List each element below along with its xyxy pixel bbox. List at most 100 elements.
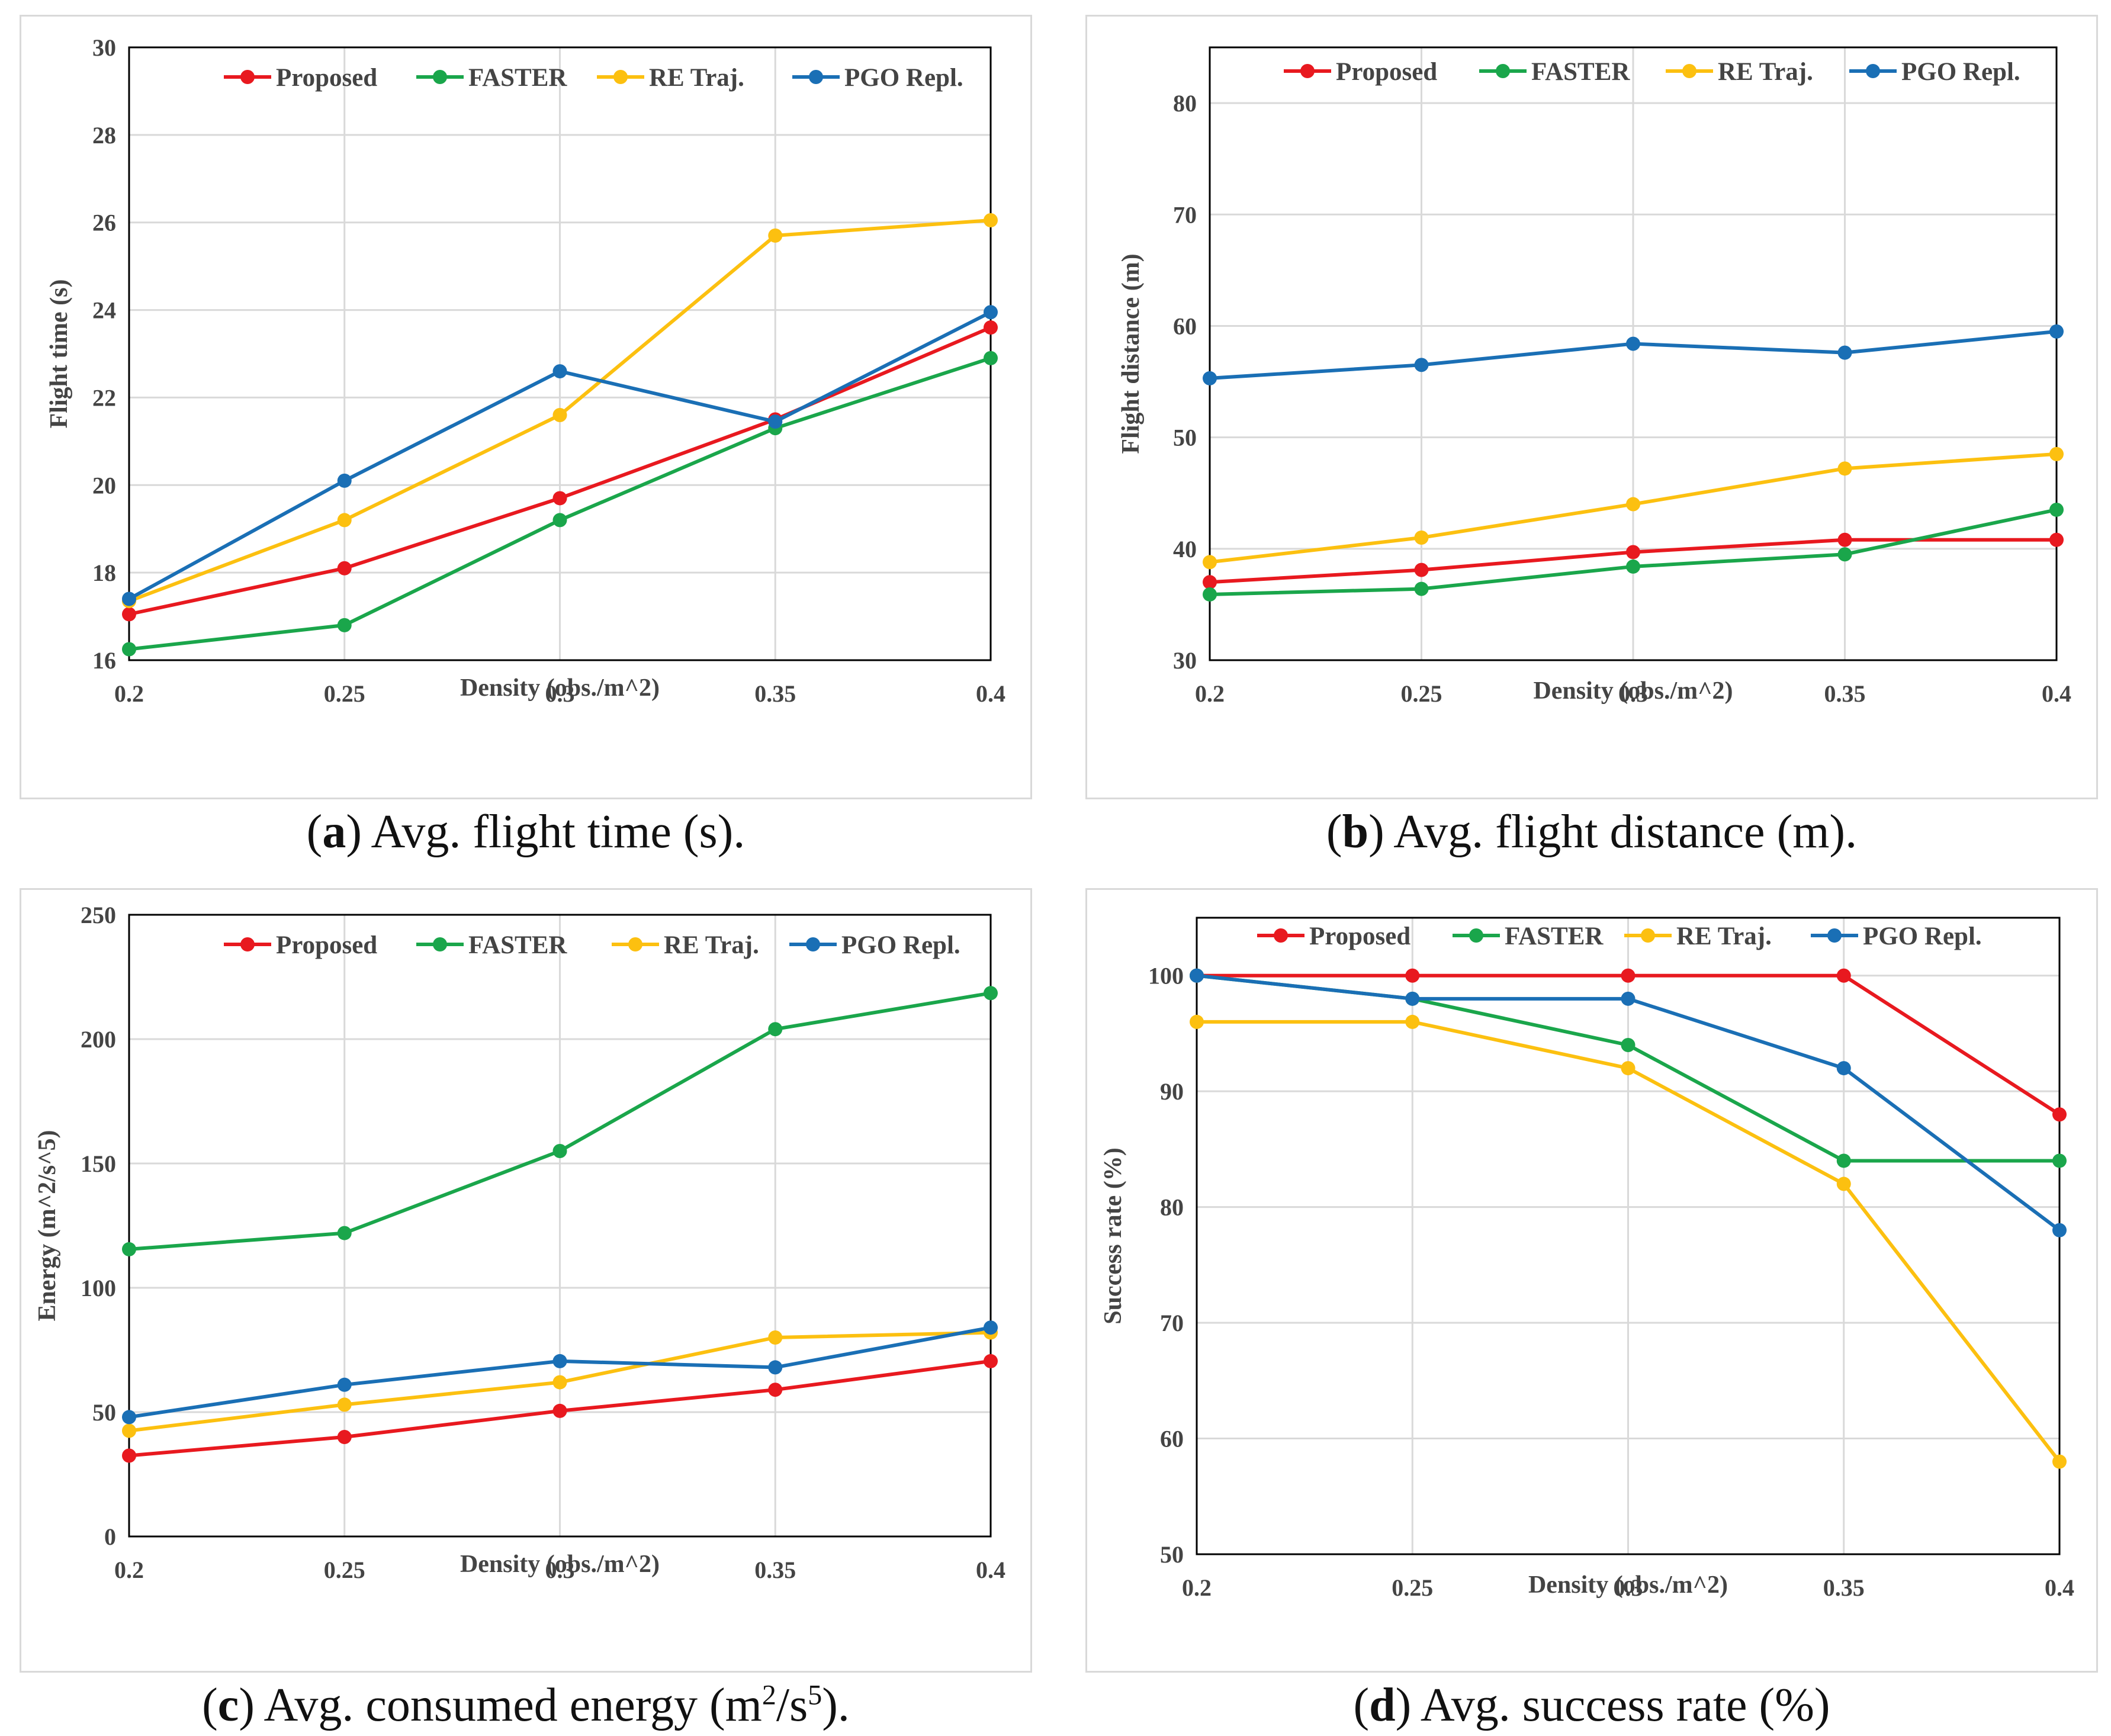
y-axis-title: Flight time (s)	[46, 279, 73, 429]
legend-marker-pgo-repl	[809, 70, 823, 84]
data-point-pgo-repl	[552, 364, 567, 379]
data-point-proposed	[122, 607, 136, 622]
x-tick-label: 0.2	[114, 1557, 144, 1583]
x-axis-title: Density (obs./m^2)	[1528, 1571, 1728, 1599]
data-point-faster	[122, 642, 136, 657]
data-point-re-traj	[337, 1397, 352, 1412]
x-tick-label: 0.2	[1195, 680, 1225, 707]
legend-label-pgo-repl: PGO Repl.	[844, 64, 963, 92]
caption-b: (b) Avg. flight distance (m).	[1326, 806, 1858, 858]
y-tick-label: 200	[81, 1026, 116, 1053]
y-tick-label: 24	[92, 297, 116, 324]
data-point-proposed	[1203, 575, 1217, 590]
y-tick-label: 50	[1160, 1541, 1184, 1568]
y-tick-label: 26	[92, 210, 116, 236]
y-tick-label: 28	[92, 122, 116, 149]
legend-label-proposed: Proposed	[276, 64, 377, 92]
data-point-faster	[2052, 1153, 2067, 1168]
x-tick-label: 0.25	[324, 1557, 365, 1583]
data-point-pgo-repl	[768, 1360, 783, 1375]
caption-d-text: Avg. success rate (%)	[1420, 1679, 1830, 1731]
data-point-proposed	[984, 1354, 998, 1368]
y-tick-label: 60	[1173, 313, 1197, 339]
y-tick-label: 16	[92, 647, 116, 674]
y-tick-label: 18	[92, 560, 116, 586]
data-point-proposed	[984, 320, 998, 335]
chart-success-rate: 50 60 70 80 90 100 0.2 0.25 0.3 0.35 0.4 Density (o…	[1100, 917, 2074, 1601]
y-tick-label: 100	[81, 1275, 116, 1301]
legend-marker-faster	[433, 70, 447, 84]
x-tick-label: 0.2	[114, 680, 144, 707]
legend-marker-pgo-repl	[806, 937, 820, 951]
x-tick-label: 0.3	[1614, 1574, 1643, 1601]
legend-marker-faster	[1469, 928, 1483, 943]
data-point-pgo-repl	[984, 1320, 998, 1335]
data-point-pgo-repl	[337, 1377, 352, 1392]
x-axis-title: Density (obs./m^2)	[460, 674, 660, 702]
caption-a: (a) Avg. flight time (s).	[306, 806, 746, 858]
legend-label-proposed: Proposed	[1309, 922, 1410, 950]
data-point-re-traj	[1626, 497, 1640, 512]
legend-label-faster: FASTER	[468, 931, 567, 959]
panel-b-frame	[1085, 15, 2098, 799]
caption-b-label: b	[1342, 806, 1369, 858]
caption-c-label: c	[217, 1679, 239, 1731]
x-tick-label: 0.3	[545, 1557, 575, 1583]
data-point-faster	[1621, 1038, 1636, 1052]
data-point-re-traj	[1414, 531, 1429, 545]
y-tick-label: 0	[104, 1523, 116, 1550]
x-tick-label: 0.35	[754, 680, 796, 707]
data-point-faster	[1203, 587, 1217, 602]
legend-marker-pgo-repl	[1866, 64, 1880, 78]
data-point-proposed	[552, 1403, 567, 1418]
data-point-faster	[1837, 547, 1852, 562]
data-point-pgo-repl	[984, 305, 998, 320]
data-point-pgo-repl	[1837, 345, 1852, 360]
legend-marker-re-traj	[628, 937, 642, 951]
panel-a-frame	[20, 15, 1032, 799]
data-point-re-traj	[552, 1375, 567, 1390]
legend-label-faster: FASTER	[1505, 922, 1604, 950]
legend-label-pgo-repl: PGO Repl.	[1863, 922, 1982, 950]
panel-c-frame	[20, 888, 1032, 1673]
data-point-pgo-repl	[1626, 336, 1640, 351]
data-point-faster	[552, 513, 567, 528]
legend-marker-re-traj	[613, 70, 628, 84]
legend-label-proposed: Proposed	[1336, 58, 1437, 86]
x-tick-label: 0.4	[2042, 680, 2071, 707]
x-tick-label: 0.25	[1392, 1574, 1433, 1601]
legend-label-pgo-repl: PGO Repl.	[841, 931, 960, 959]
data-point-re-traj	[1190, 1014, 1204, 1029]
data-point-pgo-repl	[1414, 358, 1429, 372]
data-point-pgo-repl	[2052, 1223, 2067, 1237]
data-point-proposed	[1414, 562, 1429, 577]
data-point-faster	[337, 618, 352, 632]
data-point-pgo-repl	[1836, 1061, 1851, 1076]
data-point-pgo-repl	[122, 591, 136, 606]
x-tick-label: 0.4	[976, 680, 1005, 707]
data-point-re-traj	[768, 1330, 783, 1345]
data-point-proposed	[337, 561, 352, 576]
data-point-proposed	[1837, 532, 1852, 547]
data-point-pgo-repl	[1621, 991, 1636, 1006]
x-tick-label: 0.3	[545, 680, 575, 707]
data-point-proposed	[2052, 1107, 2067, 1122]
x-tick-label: 0.4	[2045, 1574, 2074, 1601]
data-point-faster	[552, 1144, 567, 1158]
legend-marker-proposed	[240, 937, 255, 951]
caption-a-text: Avg. flight time (s).	[371, 806, 746, 858]
y-tick-label: 90	[1160, 1078, 1184, 1105]
x-tick-label: 0.35	[754, 1557, 796, 1583]
plot-area-border	[128, 914, 992, 1538]
y-tick-label: 250	[81, 902, 116, 928]
data-point-re-traj	[1621, 1061, 1636, 1076]
legend-label-re-traj: RE Traj.	[1676, 922, 1772, 950]
data-point-proposed	[552, 491, 567, 506]
y-tick-label: 50	[92, 1399, 116, 1426]
y-tick-label: 70	[1173, 201, 1197, 228]
data-point-pgo-repl	[122, 1410, 136, 1425]
x-tick-label: 0.25	[1401, 680, 1442, 707]
legend-label-faster: FASTER	[468, 64, 567, 92]
data-point-faster	[1414, 581, 1429, 596]
data-point-re-traj	[1837, 461, 1852, 476]
